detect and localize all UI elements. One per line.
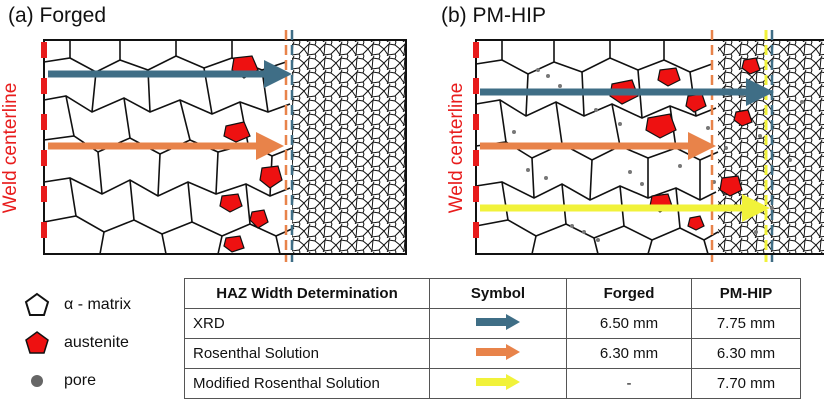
forged-cell: -: [566, 368, 692, 399]
panel-a-centerline-label: Weld centerline: [0, 83, 21, 214]
legend-item-matrix: α - matrix: [22, 286, 182, 324]
table-row: Rosenthal Solution 6.30 mm 6.30 mm: [184, 338, 801, 369]
column-header: Symbol: [429, 278, 567, 309]
blue-arrow-icon: [429, 308, 567, 339]
column-header: PM-HIP: [691, 278, 801, 309]
legend: α - matrix austenite pore: [22, 286, 182, 400]
haz-width-table: HAZ Width Determination Symbol Forged PM…: [184, 278, 801, 399]
yellow-arrow-icon: [429, 368, 567, 399]
pmhip-cell: 7.70 mm: [691, 368, 801, 399]
column-header: Forged: [566, 278, 692, 309]
pmhip-cell: 7.75 mm: [691, 308, 801, 339]
panel-a-title: (a) Forged: [8, 4, 107, 27]
legend-item-pore: pore: [22, 362, 182, 400]
forged-cell: 6.50 mm: [566, 308, 692, 339]
panel-a-microstructure: [41, 30, 407, 262]
panel-b-title: (b) PM-HIP: [441, 4, 546, 27]
microstructure-diagrams: Weld centerline Weld centerline: [0, 30, 824, 262]
method-cell: Modified Rosenthal Solution: [184, 368, 430, 399]
panel-b-microstructure: [473, 30, 824, 262]
pentagon-outline-icon: [22, 292, 52, 318]
table-row: Modified Rosenthal Solution - 7.70 mm: [184, 368, 801, 399]
pore-dot-icon: [22, 374, 52, 388]
column-header: HAZ Width Determination: [184, 278, 430, 309]
pmhip-cell: 6.30 mm: [691, 338, 801, 369]
orange-arrow-icon: [429, 338, 567, 369]
method-cell: Rosenthal Solution: [184, 338, 430, 369]
forged-cell: 6.30 mm: [566, 338, 692, 369]
method-cell: XRD: [184, 308, 430, 339]
legend-label: α - matrix: [64, 296, 132, 313]
legend-label: austenite: [64, 334, 129, 351]
pentagon-red-icon: [22, 330, 52, 356]
table-header-row: HAZ Width Determination Symbol Forged PM…: [184, 278, 801, 309]
table-row: XRD 6.50 mm 7.75 mm: [184, 308, 801, 339]
panel-b-centerline-label: Weld centerline: [446, 83, 467, 214]
legend-item-austenite: austenite: [22, 324, 182, 362]
legend-label: pore: [64, 372, 97, 389]
